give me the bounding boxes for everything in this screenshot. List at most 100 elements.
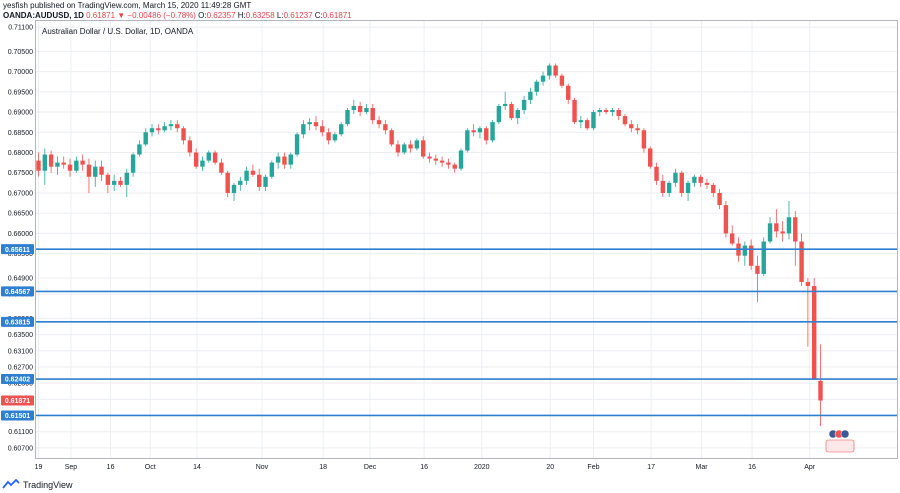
candle-body <box>761 241 766 274</box>
candle-body <box>635 128 640 131</box>
support-price-tag <box>1 286 34 297</box>
candle-body <box>193 152 199 167</box>
candle-body <box>61 162 66 165</box>
candle-body <box>162 126 167 131</box>
tradingview-brand[interactable]: TradingView <box>2 478 73 491</box>
candle-body <box>490 122 495 141</box>
candle-body <box>250 170 256 175</box>
candle-body <box>509 103 514 119</box>
candle-body <box>622 116 628 125</box>
candle-body <box>767 223 773 242</box>
candle-body <box>143 132 148 145</box>
x-tick-label: 19 <box>35 464 43 471</box>
x-tick-label: 16 <box>748 464 756 471</box>
support-price-tag <box>1 244 34 255</box>
candle-body <box>484 128 489 141</box>
candle-body <box>648 148 653 167</box>
candle-body <box>534 81 539 92</box>
x-tick-label: 20 <box>546 464 554 471</box>
candle-body <box>357 105 363 113</box>
y-tick-label: 0.68500 <box>8 130 33 137</box>
candle-body <box>124 172 129 185</box>
y-tick-label: 0.65500 <box>8 251 33 258</box>
y-tick-label: 0.71100 <box>8 25 33 32</box>
close-label: C: <box>314 11 323 20</box>
candle-body <box>496 105 502 123</box>
candle-body <box>395 144 401 153</box>
candle-body <box>603 110 609 113</box>
y-tick-label: 0.67000 <box>8 190 33 197</box>
candle-body <box>805 281 811 287</box>
candle-body <box>130 154 136 173</box>
candle-body <box>660 180 666 193</box>
y-axis: 0.71100 0.70500 0.70000 0.69500 0.69000 0.685… <box>8 25 33 453</box>
price-chart[interactable]: 0.71100 0.70500 0.70000 0.69500 0.69000 0.685… <box>0 0 900 478</box>
support-price-tag <box>1 374 34 385</box>
support-price-tag <box>1 410 34 421</box>
candle-body <box>673 172 678 183</box>
candle-body <box>326 132 331 141</box>
support-price-label: 0.62402 <box>5 377 30 384</box>
y-tick-label: 0.69000 <box>8 110 33 117</box>
candle-body <box>282 156 287 165</box>
x-axis: 19 Sep 16 Oct 14 Nov 18 Dec 16 2020 20 Feb 17 Mar 16 Ap… <box>35 464 816 471</box>
publish-info: yesfish published on TradingView.com, Ma… <box>3 1 252 10</box>
current-price-label: 0.61871 <box>5 398 30 405</box>
last-price: 0.61871 <box>86 11 116 20</box>
candle-body <box>616 110 621 117</box>
candle-body <box>187 140 193 153</box>
tradingview-logo-icon <box>2 479 20 489</box>
candle-body <box>402 144 407 153</box>
x-tick-label: Oct <box>145 464 156 471</box>
candle-body <box>547 65 552 76</box>
event-flag-icon[interactable] <box>840 429 850 439</box>
candle-body <box>679 172 684 193</box>
low-value: 0.61237 <box>283 11 313 20</box>
y-tick-label: 0.70000 <box>8 69 33 76</box>
candle-body <box>275 156 281 163</box>
y-tick-label: 0.66000 <box>8 231 33 238</box>
candle-body <box>370 107 375 121</box>
symbol-ohlc-line: OANDA:AUDUSD, 1D 0.61871 ▼ −0.00486 (−0.… <box>3 11 352 20</box>
symbol-label: OANDA:AUDUSD, 1D <box>3 11 84 20</box>
y-tick-label: 0.64900 <box>8 275 33 282</box>
candle-body <box>502 103 508 106</box>
candle-body <box>748 245 754 266</box>
x-tick-label: Apr <box>804 464 816 471</box>
y-tick-label: 0.69500 <box>8 89 33 96</box>
support-price-label: 0.64567 <box>5 289 30 296</box>
candle-body <box>86 164 92 177</box>
candle-body <box>685 182 691 193</box>
candle-body <box>717 192 722 206</box>
candle-body <box>698 176 703 183</box>
y-tick-label: 0.60700 <box>8 445 33 452</box>
candle-body <box>137 144 142 155</box>
x-tick-label: 16 <box>420 464 428 471</box>
calendar-events-icon[interactable] <box>825 439 855 453</box>
low-label: L: <box>276 11 284 20</box>
candle-body <box>559 75 565 86</box>
candle-body <box>111 180 117 185</box>
candle-body <box>67 164 73 171</box>
candle-body <box>439 160 445 163</box>
candle-body <box>427 156 432 159</box>
x-tick-label: Feb <box>587 464 599 471</box>
x-tick-label: Nov <box>256 464 269 471</box>
candle-body <box>528 91 533 100</box>
y-tick-label: 0.68000 <box>8 150 33 157</box>
candle-body <box>793 217 798 242</box>
y-tick-label: 0.62300 <box>8 381 33 388</box>
candle-body <box>591 112 596 129</box>
candle-body <box>74 160 79 171</box>
candle-body <box>654 166 659 181</box>
candle-body <box>99 166 104 175</box>
x-tick-label: Sep <box>65 464 78 471</box>
support-levels: 0.65611 0.64567 0.63815 0.62402 0.61501 0.618… <box>1 244 897 421</box>
candle-body <box>313 122 319 127</box>
candle-body <box>755 265 760 274</box>
candle-body <box>584 120 590 129</box>
candle-body <box>515 110 520 119</box>
support-price-tag <box>1 316 34 327</box>
candle-body <box>212 152 218 163</box>
candle-body <box>181 128 186 141</box>
